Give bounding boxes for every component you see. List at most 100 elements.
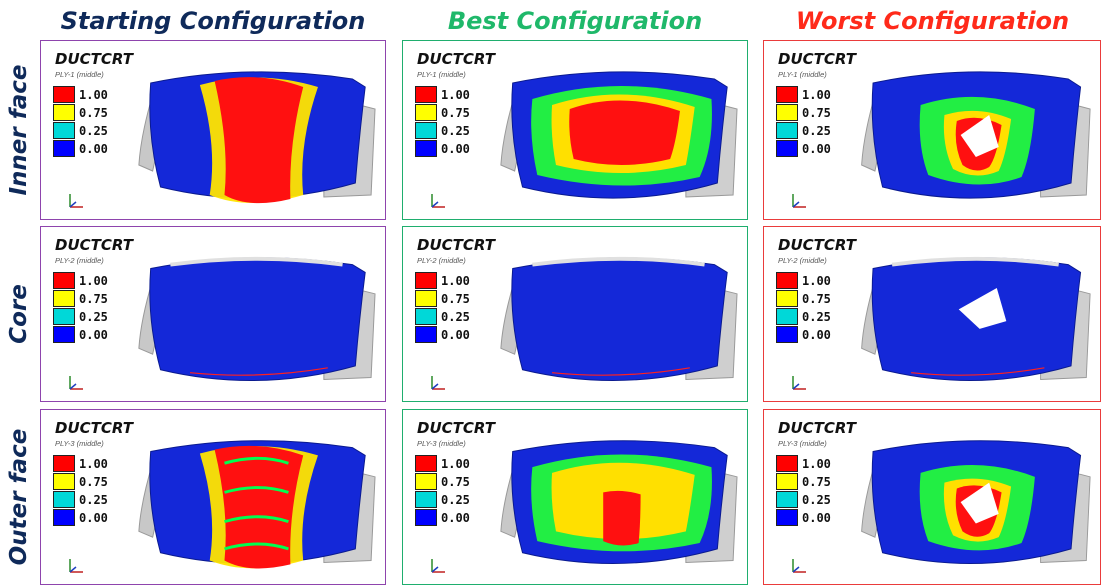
legend-swatch — [776, 272, 798, 289]
legend-entry: 0.25 — [415, 308, 495, 326]
legend-value: 1.00 — [79, 457, 108, 471]
legend-entry: 0.00 — [415, 140, 495, 158]
legend-value: 0.75 — [79, 106, 108, 120]
legend-swatch — [776, 308, 798, 325]
legend-value: 0.00 — [441, 511, 470, 525]
contour-red — [603, 491, 640, 546]
legend-swatch — [415, 272, 437, 289]
legend-entry: 0.75 — [776, 290, 856, 308]
duct-contour-model — [493, 251, 739, 397]
color-legend: 1.00 0.75 0.25 0.00 — [53, 272, 133, 344]
legend-value: 0.75 — [441, 106, 470, 120]
legend-swatch — [776, 290, 798, 307]
axis-triad-icon — [66, 373, 88, 393]
row-title-inner-face: Inner face — [0, 40, 38, 220]
legend-value: 0.25 — [79, 310, 108, 324]
color-legend: 1.00 0.75 0.25 0.00 — [776, 86, 856, 158]
panel-symbol: DUCTCRT — [417, 236, 495, 254]
legend-value: 0.75 — [802, 475, 831, 489]
legend-swatch — [415, 122, 437, 139]
legend-swatch — [415, 104, 437, 121]
legend-swatch — [776, 104, 798, 121]
legend-value: 1.00 — [79, 274, 108, 288]
legend-value: 0.00 — [441, 328, 470, 342]
legend-value: 0.25 — [79, 124, 108, 138]
legend-entry: 0.75 — [776, 104, 856, 122]
legend-value: 0.00 — [79, 328, 108, 342]
duct-contour-model — [493, 65, 739, 215]
color-legend: 1.00 0.75 0.25 0.00 — [415, 272, 495, 344]
color-legend: 1.00 0.75 0.25 0.00 — [53, 455, 133, 527]
legend-entry: 1.00 — [53, 272, 133, 290]
axis-triad-icon — [428, 191, 450, 211]
duct-contour-model — [131, 251, 377, 397]
legend-swatch — [776, 455, 798, 472]
column-title-best: Best Configuration — [402, 4, 748, 38]
legend-entry: 0.00 — [53, 326, 133, 344]
legend-entry: 0.75 — [415, 290, 495, 308]
legend-entry: 0.75 — [415, 473, 495, 491]
contour-red — [569, 100, 680, 165]
legend-entry: 1.00 — [415, 272, 495, 290]
legend-entry: 0.25 — [776, 308, 856, 326]
legend-swatch — [53, 326, 75, 343]
legend-entry: 1.00 — [415, 86, 495, 104]
legend-entry: 0.75 — [53, 290, 133, 308]
contour-panel: DUCTCRT PLY-1 (middle) 1.00 0.75 0.25 0.00 — [40, 40, 386, 220]
duct-contour-model — [854, 251, 1092, 397]
legend-entry: 0.25 — [53, 491, 133, 509]
legend-swatch — [53, 290, 75, 307]
legend-entry: 0.25 — [415, 491, 495, 509]
legend-entry: 1.00 — [776, 272, 856, 290]
legend-swatch — [415, 509, 437, 526]
panel-symbol: DUCTCRT — [778, 419, 856, 437]
legend-entry: 0.75 — [776, 473, 856, 491]
duct-contour-model — [854, 65, 1092, 215]
legend-entry: 0.25 — [53, 308, 133, 326]
legend-value: 0.00 — [79, 142, 108, 156]
legend-value: 0.75 — [441, 475, 470, 489]
axis-triad-icon — [66, 191, 88, 211]
legend-swatch — [776, 122, 798, 139]
axis-triad-icon — [789, 191, 811, 211]
legend-entry: 0.25 — [53, 122, 133, 140]
ply-label: PLY-2 (middle) — [417, 256, 466, 265]
ply-label: PLY-1 (middle) — [417, 70, 466, 79]
ply-label: PLY-2 (middle) — [55, 256, 104, 265]
legend-swatch — [53, 272, 75, 289]
legend-entry: 1.00 — [53, 455, 133, 473]
color-legend: 1.00 0.75 0.25 0.00 — [53, 86, 133, 158]
legend-value: 1.00 — [79, 88, 108, 102]
contour-panel: DUCTCRT PLY-2 (middle) 1.00 0.75 0.25 0.00 — [402, 226, 748, 402]
legend-swatch — [53, 455, 75, 472]
ply-label: PLY-1 (middle) — [778, 70, 827, 79]
legend-swatch — [776, 86, 798, 103]
legend-value: 0.25 — [79, 493, 108, 507]
legend-value: 0.75 — [802, 106, 831, 120]
legend-entry: 1.00 — [776, 455, 856, 473]
legend-entry: 0.25 — [776, 122, 856, 140]
legend-value: 1.00 — [802, 88, 831, 102]
column-title-starting: Starting Configuration — [40, 4, 386, 38]
legend-swatch — [415, 326, 437, 343]
legend-swatch — [415, 473, 437, 490]
legend-value: 0.75 — [441, 292, 470, 306]
duct-contour-model — [131, 65, 377, 215]
contour-red — [215, 446, 304, 569]
axis-triad-icon — [789, 373, 811, 393]
legend-value: 0.25 — [441, 124, 470, 138]
row-title-outer-face: Outer face — [0, 408, 38, 585]
panel-symbol: DUCTCRT — [55, 50, 133, 68]
column-title-worst: Worst Configuration — [763, 4, 1102, 38]
legend-entry: 0.75 — [53, 473, 133, 491]
legend-entry: 0.00 — [415, 326, 495, 344]
legend-value: 0.75 — [79, 292, 108, 306]
legend-entry: 1.00 — [415, 455, 495, 473]
contour-panel: DUCTCRT PLY-2 (middle) 1.00 0.75 0.25 0.00 — [40, 226, 386, 402]
legend-swatch — [415, 86, 437, 103]
duct-body — [512, 258, 727, 381]
color-legend: 1.00 0.75 0.25 0.00 — [776, 455, 856, 527]
legend-swatch — [53, 308, 75, 325]
legend-entry: 1.00 — [776, 86, 856, 104]
panel-symbol: DUCTCRT — [417, 419, 495, 437]
